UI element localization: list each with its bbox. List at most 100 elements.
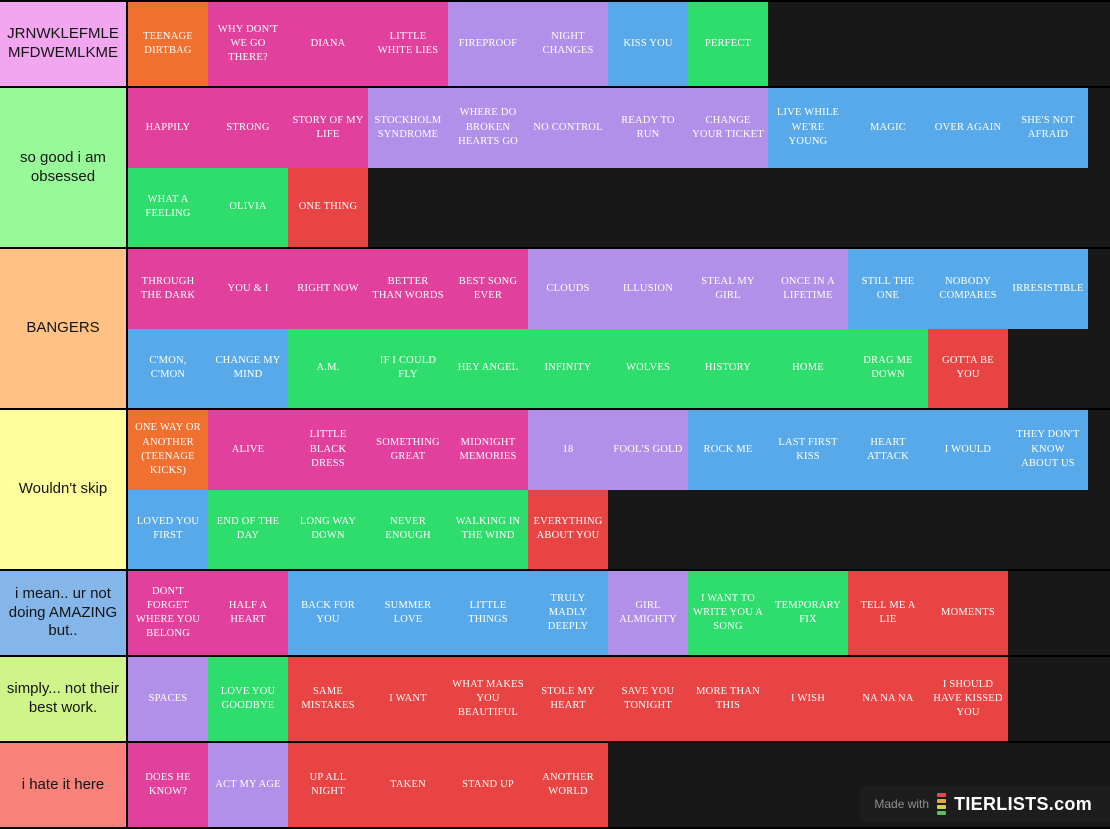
item-tile[interactable]: SHE'S NOT AFRAID: [1008, 88, 1088, 168]
tier-label: so good i am obsessed: [0, 88, 128, 247]
item-tile[interactable]: LONG WAY DOWN: [288, 489, 368, 569]
item-tile[interactable]: LOVE YOU GOODBYE: [208, 657, 288, 741]
item-tile[interactable]: TRULY MADLY DEEPLY: [528, 571, 608, 655]
item-tile[interactable]: READY TO RUN: [608, 88, 688, 168]
item-tile[interactable]: END OF THE DAY: [208, 489, 288, 569]
item-tile[interactable]: OLIVIA: [208, 167, 288, 247]
item-tile[interactable]: MORE THAN THIS: [688, 657, 768, 741]
item-tile[interactable]: HEART ATTACK: [848, 410, 928, 490]
item-tile[interactable]: HOME: [768, 328, 848, 408]
item-tile[interactable]: NOBODY COMPARES: [928, 249, 1008, 329]
item-tile[interactable]: GIRL ALMIGHTY: [608, 571, 688, 655]
item-tile[interactable]: I WANT: [368, 657, 448, 741]
item-tile[interactable]: MAGIC: [848, 88, 928, 168]
item-tile[interactable]: WHAT MAKES YOU BEAUTIFUL: [448, 657, 528, 741]
item-tile[interactable]: I SHOULD HAVE KISSED YOU: [928, 657, 1008, 741]
item-tile[interactable]: HISTORY: [688, 328, 768, 408]
item-tile[interactable]: DON'T FORGET WHERE YOU BELONG: [128, 571, 208, 655]
item-tile[interactable]: SUMMER LOVE: [368, 571, 448, 655]
item-tile[interactable]: GOTTA BE YOU: [928, 328, 1008, 408]
item-tile[interactable]: LITTLE WHITE LIES: [368, 2, 448, 86]
item-tile[interactable]: YOU & I: [208, 249, 288, 329]
item-tile[interactable]: HAPPILY: [128, 88, 208, 168]
item-tile[interactable]: BETTER THAN WORDS: [368, 249, 448, 329]
item-tile[interactable]: ACT MY AGE: [208, 743, 288, 827]
item-tile[interactable]: TAKEN: [368, 743, 448, 827]
item-tile[interactable]: FIREPROOF: [448, 2, 528, 86]
item-tile[interactable]: STEAL MY GIRL: [688, 249, 768, 329]
item-tile[interactable]: STAND UP: [448, 743, 528, 827]
item-tile[interactable]: BACK FOR YOU: [288, 571, 368, 655]
item-tile[interactable]: CHANGE YOUR TICKET: [688, 88, 768, 168]
item-tile[interactable]: TEMPORARY FIX: [768, 571, 848, 655]
item-tile[interactable]: LIVE WHILE WE'RE YOUNG: [768, 88, 848, 168]
item-tile[interactable]: STILL THE ONE: [848, 249, 928, 329]
item-tile[interactable]: STORY OF MY LIFE: [288, 88, 368, 168]
item-tile[interactable]: THEY DON'T KNOW ABOUT US: [1008, 410, 1088, 490]
item-tile[interactable]: WOLVES: [608, 328, 688, 408]
item-tile[interactable]: BEST SONG EVER: [448, 249, 528, 329]
item-tile[interactable]: KISS YOU: [608, 2, 688, 86]
item-tile[interactable]: FOOL'S GOLD: [608, 410, 688, 490]
item-tile[interactable]: SAME MISTAKES: [288, 657, 368, 741]
item-tile[interactable]: IRRESISTIBLE: [1008, 249, 1088, 329]
item-tile[interactable]: CLOUDS: [528, 249, 608, 329]
item-tile[interactable]: C'MON, C'MON: [128, 328, 208, 408]
item-tile[interactable]: WALKING IN THE WIND: [448, 489, 528, 569]
item-tile[interactable]: WHERE DO BROKEN HEARTS GO: [448, 88, 528, 168]
item-tile[interactable]: WHY DON'T WE GO THERE?: [208, 2, 288, 86]
item-tile[interactable]: NA NA NA: [848, 657, 928, 741]
item-tile[interactable]: A.M.: [288, 328, 368, 408]
item-tile[interactable]: ONCE IN A LIFETIME: [768, 249, 848, 329]
tier-items: ONE WAY OR ANOTHER (TEENAGE KICKS) ALIVE L…: [128, 410, 1110, 569]
item-tile[interactable]: IF I COULD FLY: [368, 328, 448, 408]
item-tile[interactable]: NEVER ENOUGH: [368, 489, 448, 569]
tier-row: i mean.. ur not doing AMAZING but.. DON'T…: [0, 571, 1110, 657]
item-tile[interactable]: LITTLE BLACK DRESS: [288, 410, 368, 490]
item-tile[interactable]: EVERYTHING ABOUT YOU: [528, 489, 608, 569]
item-tile[interactable]: I WOULD: [928, 410, 1008, 490]
tier-row: BANGERS THROUGH THE DARK YOU & I RIGHT NOW B…: [0, 249, 1110, 410]
item-tile[interactable]: SAVE YOU TONIGHT: [608, 657, 688, 741]
item-tile[interactable]: UP ALL NIGHT: [288, 743, 368, 827]
item-tile[interactable]: STRONG: [208, 88, 288, 168]
item-tile[interactable]: DIANA: [288, 2, 368, 86]
item-tile[interactable]: ALIVE: [208, 410, 288, 490]
item-tile[interactable]: LAST FIRST KISS: [768, 410, 848, 490]
item-tile[interactable]: ONE WAY OR ANOTHER (TEENAGE KICKS): [128, 410, 208, 490]
item-tile[interactable]: HALF A HEART: [208, 571, 288, 655]
item-tile[interactable]: PERFECT: [688, 2, 768, 86]
item-tile[interactable]: NIGHT CHANGES: [528, 2, 608, 86]
item-tile[interactable]: STOLE MY HEART: [528, 657, 608, 741]
item-tile[interactable]: INFINITY: [528, 328, 608, 408]
item-tile[interactable]: WHAT A FEELING: [128, 167, 208, 247]
item-tile[interactable]: MIDNIGHT MEMORIES: [448, 410, 528, 490]
item-tile[interactable]: ONE THING: [288, 167, 368, 247]
tierlists-logo-icon: [937, 793, 947, 815]
item-tile[interactable]: I WISH: [768, 657, 848, 741]
item-tile[interactable]: MOMENTS: [928, 571, 1008, 655]
item-tile[interactable]: 18: [528, 410, 608, 490]
tierlists-brand-link[interactable]: TIERLISTS.com: [954, 793, 1092, 814]
item-tile[interactable]: I WANT TO WRITE YOU A SONG: [688, 571, 768, 655]
item-tile[interactable]: ROCK ME: [688, 410, 768, 490]
item-tile[interactable]: HEY ANGEL: [448, 328, 528, 408]
item-tile[interactable]: DRAG ME DOWN: [848, 328, 928, 408]
item-tile[interactable]: SPACES: [128, 657, 208, 741]
item-tile[interactable]: CHANGE MY MIND: [208, 328, 288, 408]
item-tile[interactable]: ANOTHER WORLD: [528, 743, 608, 827]
item-tile[interactable]: LOVED YOU FIRST: [128, 489, 208, 569]
item-tile[interactable]: ILLUSION: [608, 249, 688, 329]
item-tile[interactable]: NO CONTROL: [528, 88, 608, 168]
item-tile[interactable]: STOCKHOLM SYNDROME: [368, 88, 448, 168]
item-tile[interactable]: OVER AGAIN: [928, 88, 1008, 168]
made-with-badge[interactable]: Made with TIERLISTS.com: [860, 786, 1110, 822]
item-tile[interactable]: TELL ME A LIE: [848, 571, 928, 655]
item-tile[interactable]: TEENAGE DIRTBAG: [128, 2, 208, 86]
tier-label: BANGERS: [0, 249, 128, 408]
item-tile[interactable]: SOMETHING GREAT: [368, 410, 448, 490]
item-tile[interactable]: THROUGH THE DARK: [128, 249, 208, 329]
item-tile[interactable]: DOES HE KNOW?: [128, 743, 208, 827]
item-tile[interactable]: RIGHT NOW: [288, 249, 368, 329]
item-tile[interactable]: LITTLE THINGS: [448, 571, 528, 655]
